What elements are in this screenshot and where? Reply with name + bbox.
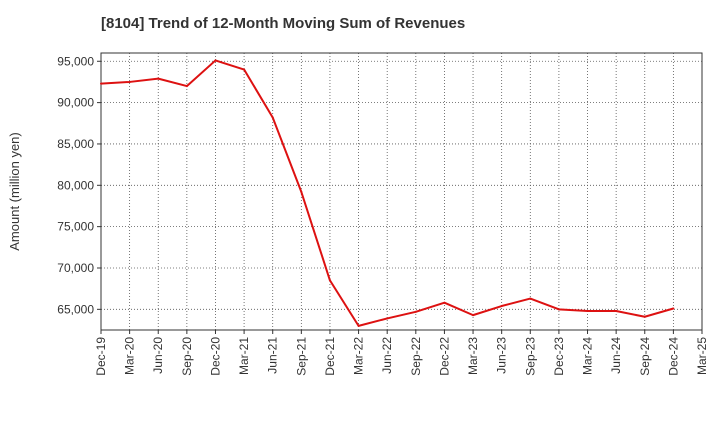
data-point [214, 59, 217, 62]
x-tick-label: Dec-19 [94, 337, 108, 376]
x-tick-label: Dec-21 [323, 337, 337, 376]
y-tick-label: 65,000 [57, 302, 94, 316]
x-tick-label: Jun-21 [266, 337, 280, 374]
data-point [529, 297, 532, 300]
y-tick-label: 75,000 [57, 220, 94, 234]
data-point [443, 301, 446, 304]
grid-lines [101, 53, 702, 330]
x-tick-label: Jun-24 [609, 337, 623, 374]
x-tick-label: Jun-22 [380, 337, 394, 374]
y-tick-label: 85,000 [57, 137, 94, 151]
x-tick-label: Jun-23 [495, 337, 509, 374]
x-tick-label: Dec-20 [208, 337, 222, 376]
data-point [328, 279, 331, 282]
x-tick-label: Mar-20 [123, 337, 137, 375]
x-tick-label: Sep-20 [180, 337, 194, 376]
y-tick-label: 70,000 [57, 261, 94, 275]
data-point [157, 77, 160, 80]
plot-frame [100, 52, 703, 331]
data-point [615, 309, 618, 312]
y-tick-labels: 95,000 90,000 85,000 80,000 75,000 70,000 65,0… [57, 54, 94, 316]
plot-area [101, 53, 702, 330]
data-point [414, 310, 417, 313]
x-tick-label: Mar-21 [237, 337, 251, 375]
data-point [557, 308, 560, 311]
x-tick-label: Mar-22 [352, 337, 366, 375]
x-tick-labels: Dec-19 Mar-20 Jun-20 Sep-20 Dec-20 Mar-21 Jun-… [94, 337, 709, 376]
data-point [500, 305, 503, 308]
x-tick-label: Dec-22 [437, 337, 451, 376]
data-point [643, 315, 646, 318]
data-point [300, 190, 303, 193]
data-point [672, 307, 675, 310]
x-tick-label: Dec-23 [552, 337, 566, 376]
data-point [271, 116, 274, 119]
x-tick-label: Jun-20 [151, 337, 165, 374]
x-tick-label: Mar-25 [695, 337, 709, 375]
x-tick-label: Mar-24 [581, 337, 595, 375]
x-tick-label: Sep-23 [523, 337, 537, 376]
y-tick-label: 80,000 [57, 178, 94, 192]
x-tick-label: Dec-24 [666, 337, 680, 376]
chart-title: [8104] Trend of 12-Month Moving Sum of R… [101, 15, 466, 32]
x-tick-label: Sep-22 [409, 337, 423, 376]
data-point [243, 68, 246, 71]
series-layer [100, 59, 675, 327]
data-point [100, 82, 102, 85]
y-tick-label: 95,000 [57, 54, 94, 68]
data-point [357, 324, 360, 327]
x-tick-label: Sep-24 [638, 337, 652, 376]
data-point [586, 309, 589, 312]
x-tick-label: Sep-21 [294, 337, 308, 376]
x-tick-label: Mar-23 [466, 337, 480, 375]
data-point [128, 80, 131, 83]
y-axis-label: Amount (million yen) [7, 132, 22, 251]
y-tick-label: 90,000 [57, 96, 94, 110]
data-point [472, 314, 475, 317]
data-point [386, 317, 389, 320]
axes [97, 52, 703, 334]
data-point [185, 85, 188, 88]
